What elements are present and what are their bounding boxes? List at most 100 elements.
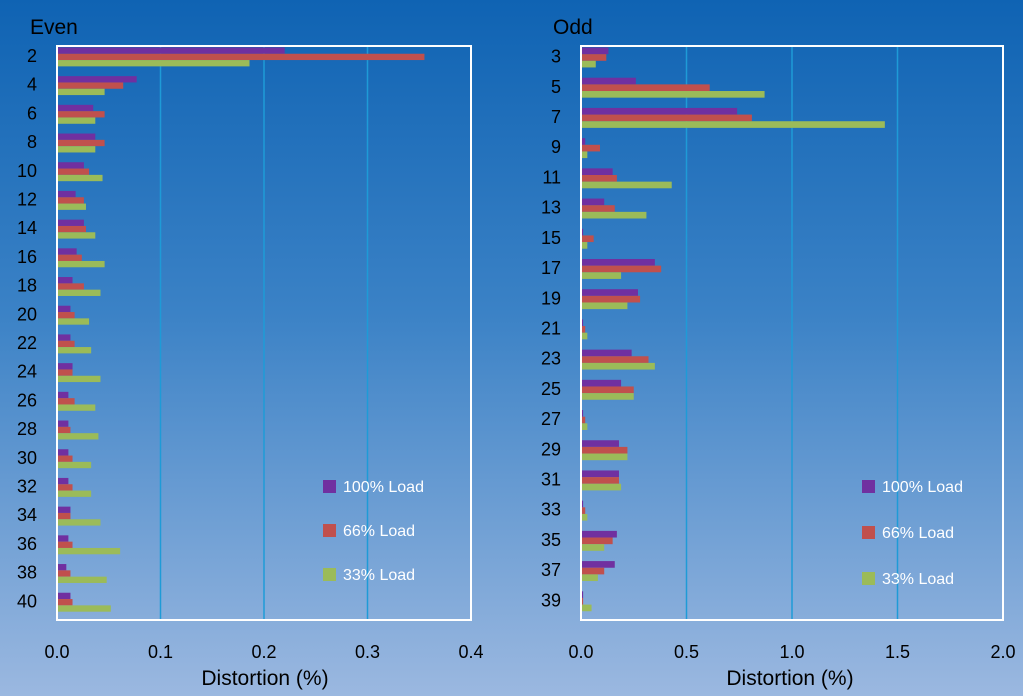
odd-bar-5-33-load (581, 91, 765, 98)
even-bar-12-66-load (57, 197, 84, 204)
odd-legend-swatch (862, 572, 875, 585)
odd-bar-23-33-load (581, 362, 655, 370)
odd-bar-11-100-load (581, 168, 613, 175)
even-category-label: 28 (17, 419, 37, 439)
odd-bar-5-66-load (581, 84, 710, 92)
even-plot-frame (56, 45, 472, 621)
odd-legend-label: 66% Load (882, 525, 954, 542)
odd-legend-swatch (862, 526, 875, 539)
odd-bar-29-66-load (581, 446, 628, 454)
even-bar-30-33-load (57, 461, 92, 469)
even-bar-30-66-load (57, 455, 73, 462)
even-x-tick-label: 0.4 (458, 642, 483, 662)
odd-category-label: 21 (541, 318, 561, 338)
odd-bar-31-33-load (581, 483, 622, 491)
odd-bar-23-66-load (581, 356, 649, 363)
odd-category-label: 29 (541, 439, 561, 459)
even-legend-swatch (323, 480, 336, 493)
odd-bar-31-66-load (581, 477, 619, 484)
even-bar-16-66-load (57, 254, 82, 261)
odd-x-tick-label: 0.0 (568, 642, 593, 662)
odd-bar-15-33-load (581, 242, 588, 249)
odd-category-label: 27 (541, 409, 561, 429)
even-bar-40-33-load (57, 605, 111, 612)
odd-bar-37-33-load (581, 574, 598, 582)
odd-bar-7-100-load (581, 107, 738, 115)
even-bar-32-100-load (57, 477, 69, 485)
even-x-tick-label: 0.0 (44, 642, 69, 662)
even-legend-label: 66% Load (343, 523, 415, 540)
even-bar-6-33-load (57, 117, 96, 124)
odd-category-label: 39 (541, 590, 561, 610)
even-bar-14-33-load (57, 232, 96, 239)
even-x-tick-label: 0.1 (148, 642, 173, 662)
even-category-label: 40 (17, 591, 37, 611)
odd-bar-19-33-load (581, 302, 628, 310)
odd-category-label: 35 (541, 530, 561, 550)
odd-bar-21-100-load (581, 319, 584, 327)
odd-bar-15-66-load (581, 235, 594, 243)
even-bar-10-66-load (57, 168, 90, 175)
odd-x-tick-label: 1.0 (779, 642, 804, 662)
odd-category-label: 15 (541, 228, 561, 248)
odd-bar-17-100-load (581, 258, 655, 266)
even-bar-14-100-load (57, 219, 84, 226)
even-bar-8-33-load (57, 146, 96, 153)
even-bar-10-100-load (57, 162, 84, 169)
odd-category-label: 7 (551, 107, 561, 127)
even-bar-26-33-load (57, 404, 96, 411)
even-bar-22-33-load (57, 347, 92, 354)
even-bar-40-66-load (57, 599, 73, 606)
even-bar-34-33-load (57, 519, 101, 526)
even-category-label: 12 (17, 190, 37, 210)
odd-category-label: 33 (541, 500, 561, 520)
odd-category-label: 31 (541, 470, 561, 490)
odd-bar-19-66-load (581, 295, 641, 303)
odd-bar-37-66-load (581, 567, 605, 575)
even-bar-26-100-load (57, 391, 69, 399)
even-category-label: 36 (17, 534, 37, 554)
even-x-axis-title: Distortion (%) (201, 667, 329, 690)
even-category-label: 32 (17, 477, 37, 497)
odd-bar-33-66-load (581, 507, 586, 514)
odd-bar-33-100-load (581, 500, 584, 508)
odd-bar-25-33-load (581, 393, 634, 400)
odd-bar-29-33-load (581, 453, 628, 461)
even-bar-38-33-load (57, 576, 107, 583)
odd-legend-label: 100% Load (882, 479, 963, 496)
odd-bar-25-100-load (581, 379, 622, 387)
odd-bar-7-66-load (581, 114, 752, 122)
odd-bar-27-100-load (581, 410, 584, 417)
even-category-label: 6 (27, 103, 37, 123)
even-bar-28-66-load (57, 426, 71, 434)
even-bar-2-100-load (57, 47, 285, 54)
even-legend-swatch (323, 524, 336, 537)
even-bar-32-33-load (57, 490, 92, 497)
even-bar-30-100-load (57, 449, 69, 456)
odd-bar-33-33-load (581, 513, 588, 521)
even-bar-20-33-load (57, 318, 90, 325)
odd-category-label: 19 (541, 288, 561, 308)
even-bar-22-66-load (57, 340, 75, 348)
even-category-label: 34 (17, 505, 37, 525)
odd-category-label: 3 (551, 47, 561, 67)
even-category-label: 22 (17, 333, 37, 353)
odd-bar-13-66-load (581, 205, 615, 212)
even-bar-40-100-load (57, 592, 71, 600)
even-bar-32-66-load (57, 484, 73, 491)
even-category-label: 30 (17, 448, 37, 468)
odd-bar-25-66-load (581, 386, 634, 394)
even-bar-6-66-load (57, 111, 105, 118)
odd-bar-9-100-load (581, 138, 586, 145)
even-x-tick-label: 0.2 (251, 642, 276, 662)
even-bar-14-66-load (57, 225, 86, 233)
even-bar-10-33-load (57, 174, 103, 182)
even-bar-34-66-load (57, 512, 71, 520)
even-category-label: 18 (17, 276, 37, 296)
odd-legend-label: 33% Load (882, 571, 954, 588)
even-bar-34-100-load (57, 506, 71, 513)
even-bar-4-66-load (57, 82, 124, 89)
odd-bar-7-33-load (581, 121, 885, 128)
odd-bar-27-33-load (581, 423, 588, 430)
